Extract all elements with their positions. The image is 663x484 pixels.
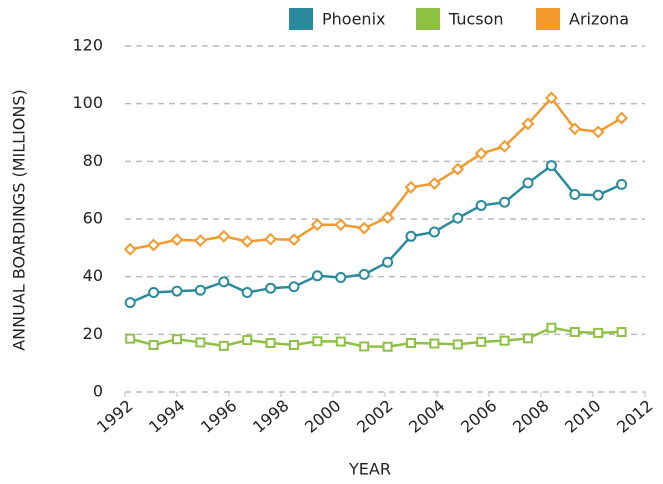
point xyxy=(170,233,184,247)
x-tick-label: 2010 xyxy=(561,396,604,437)
point xyxy=(265,282,277,294)
point xyxy=(382,341,393,352)
point xyxy=(147,238,161,252)
point xyxy=(428,226,440,238)
point xyxy=(148,340,159,351)
point xyxy=(499,335,510,346)
point xyxy=(148,287,160,299)
point xyxy=(452,339,463,350)
point xyxy=(523,333,533,344)
legend-label: Phoenix xyxy=(322,10,385,29)
point xyxy=(357,221,371,235)
point xyxy=(593,327,604,338)
point xyxy=(242,335,253,346)
point xyxy=(591,125,605,139)
point xyxy=(359,341,370,352)
point xyxy=(289,340,299,351)
point xyxy=(125,333,136,344)
point xyxy=(522,177,534,189)
point xyxy=(288,281,300,293)
y-tick-label: 0 xyxy=(93,382,103,401)
point xyxy=(382,256,394,268)
series-line xyxy=(129,326,622,348)
point xyxy=(335,336,346,347)
point xyxy=(545,160,557,172)
point xyxy=(451,162,465,176)
point xyxy=(335,272,347,284)
legend-label: Arizona xyxy=(569,10,629,29)
point xyxy=(171,285,183,297)
point xyxy=(404,180,418,194)
point xyxy=(312,336,323,347)
point xyxy=(569,327,580,338)
point xyxy=(287,233,301,247)
point xyxy=(172,334,182,345)
y-tick-label: 80 xyxy=(83,151,103,170)
point xyxy=(429,338,440,349)
point xyxy=(358,268,370,280)
point xyxy=(265,337,276,348)
point xyxy=(218,276,230,288)
point xyxy=(311,270,323,282)
point xyxy=(310,218,324,232)
legend-swatch xyxy=(536,8,560,30)
point xyxy=(241,287,253,299)
point xyxy=(616,327,627,338)
series-line xyxy=(129,163,623,304)
point xyxy=(381,211,395,224)
point xyxy=(217,229,231,243)
y-tick-label: 40 xyxy=(83,266,103,285)
point xyxy=(240,235,254,248)
y-tick-label: 120 xyxy=(72,36,103,55)
point xyxy=(218,340,229,351)
x-tick-label: 2008 xyxy=(509,396,552,437)
y-axis-label: ANNUAL BOARDINGS (MILLIONS) xyxy=(10,89,29,351)
point xyxy=(193,234,207,248)
x-axis-label: YEAR xyxy=(348,460,391,479)
x-tick-label: 2012 xyxy=(613,396,656,437)
point xyxy=(124,297,136,309)
point xyxy=(123,242,137,256)
point xyxy=(476,336,487,347)
legend-swatch xyxy=(416,8,440,30)
series-line xyxy=(129,95,623,251)
point xyxy=(544,91,558,105)
point xyxy=(615,111,629,125)
point xyxy=(406,337,416,348)
x-tick-label: 1998 xyxy=(249,396,292,437)
point xyxy=(195,337,206,348)
point xyxy=(616,178,628,190)
point xyxy=(452,212,464,224)
point xyxy=(194,284,206,296)
x-tick-label: 2006 xyxy=(457,396,500,437)
x-tick-label: 2000 xyxy=(301,396,344,437)
x-tick-label: 1994 xyxy=(145,396,188,437)
point xyxy=(568,122,582,136)
point xyxy=(427,177,441,190)
point xyxy=(474,147,488,160)
point xyxy=(499,196,511,208)
point xyxy=(475,199,487,211)
point xyxy=(334,218,348,232)
point xyxy=(264,232,278,246)
legend-swatch xyxy=(289,8,313,30)
point xyxy=(521,117,535,131)
x-tick-label: 1996 xyxy=(197,396,240,437)
x-tick-label: 2004 xyxy=(405,396,448,437)
y-tick-label: 60 xyxy=(83,209,103,228)
point xyxy=(405,230,417,242)
legend-label: Tucson xyxy=(448,10,504,29)
point xyxy=(569,188,581,200)
y-tick-label: 20 xyxy=(83,324,103,343)
point xyxy=(546,322,557,333)
y-tick-label: 100 xyxy=(72,93,103,112)
x-tick-label: 1992 xyxy=(93,396,136,437)
x-tick-label: 2002 xyxy=(353,396,396,437)
point xyxy=(592,189,604,201)
point xyxy=(498,139,512,153)
